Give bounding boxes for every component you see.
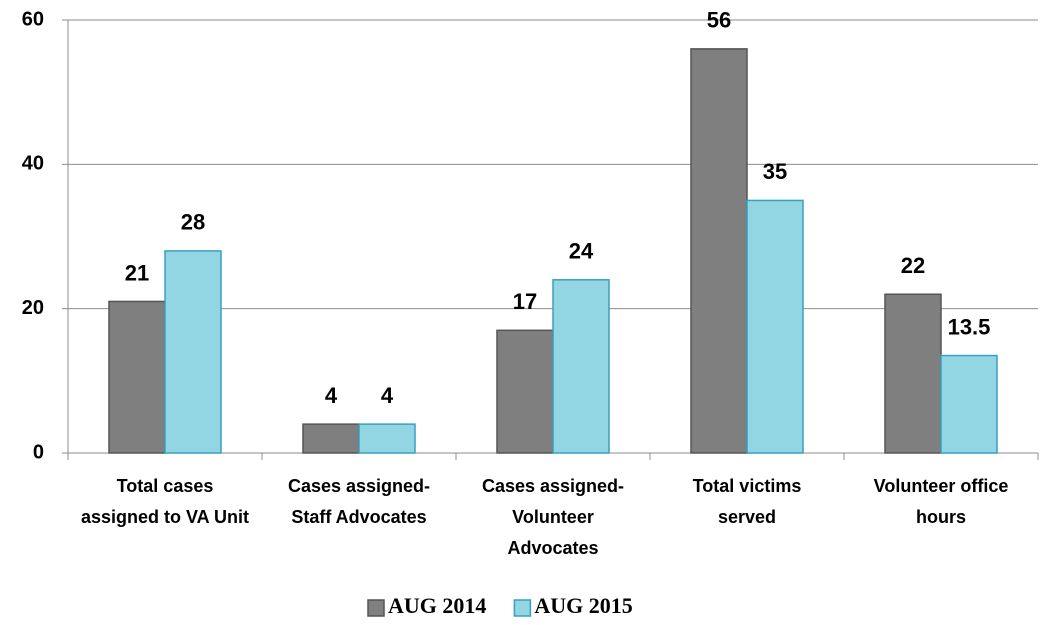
legend-label: AUG 2015 — [534, 593, 632, 618]
data-label: 13.5 — [948, 314, 991, 339]
y-tick-label: 40 — [22, 153, 44, 175]
legend-swatch — [367, 599, 385, 617]
data-label: 56 — [707, 8, 731, 33]
x-tick-label: Cases assigned-Staff Advocates — [287, 476, 431, 527]
x-tick-label: Cases assigned-Volunteer Advocates — [481, 476, 625, 558]
bar — [302, 423, 360, 454]
x-tick-label: Total victims served — [692, 476, 802, 527]
bar — [746, 199, 804, 454]
bar — [496, 329, 554, 454]
legend-label: AUG 2014 — [388, 593, 486, 618]
x-tick-label: Volunteer office hours — [873, 476, 1009, 527]
y-tick-label: 20 — [22, 297, 44, 319]
bar — [552, 279, 610, 454]
y-tick-label: 0 — [33, 441, 44, 463]
bar — [358, 423, 416, 454]
data-label: 22 — [901, 253, 925, 278]
bar — [164, 250, 222, 454]
data-label: 35 — [763, 159, 787, 184]
bar — [940, 354, 998, 454]
bar — [690, 48, 748, 454]
data-label: 4 — [325, 383, 338, 408]
data-label: 21 — [125, 260, 149, 285]
bar — [884, 293, 942, 454]
data-label: 17 — [513, 289, 537, 314]
legend-swatch — [513, 599, 532, 617]
x-tick-label: Total cases assigned to VA Unit — [80, 476, 249, 527]
bar — [108, 300, 166, 454]
data-label: 4 — [381, 383, 394, 408]
data-label: 28 — [181, 210, 205, 235]
y-tick-label: 60 — [22, 8, 44, 30]
data-label: 24 — [569, 239, 594, 264]
